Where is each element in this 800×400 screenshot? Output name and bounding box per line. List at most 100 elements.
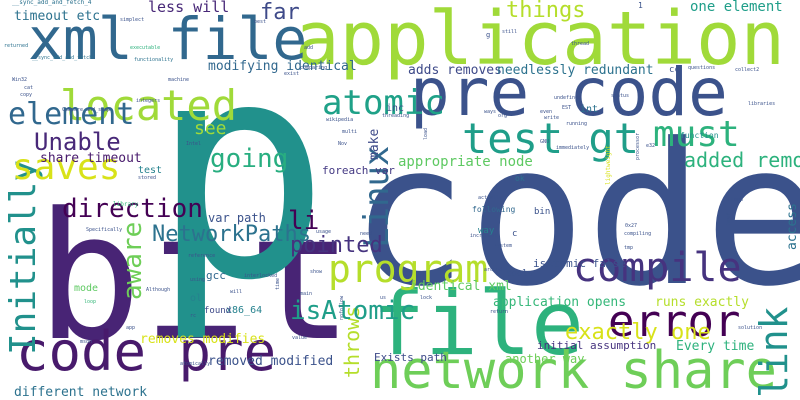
word-int: int: [580, 104, 599, 115]
word-sync-add-and-fetch-4: __sync_add_and_fetch_4: [12, 0, 92, 6]
word-time: time: [275, 277, 281, 290]
word-removes-modifies: removes modifies: [140, 332, 266, 347]
word-undefined: undefined: [554, 95, 582, 101]
word-direction: things: [506, 0, 586, 23]
word-stored: stored: [138, 175, 157, 181]
word-gnu: GNU: [540, 139, 550, 145]
word-simplect: simplect: [120, 17, 145, 23]
word-li: atomic: [322, 83, 445, 123]
word-us: us: [380, 295, 387, 301]
word-compiling: compiling: [624, 231, 652, 237]
word-modifying-identical: needlessly redundant: [497, 63, 654, 78]
word-ok: ok: [515, 174, 525, 183]
word-application: application: [295, 0, 786, 82]
word-pre-code: pre code: [410, 54, 728, 131]
word-load: load: [423, 127, 429, 140]
word-ways: ways: [484, 109, 497, 115]
word-different-network: different network: [14, 385, 148, 400]
word-bin: bin: [534, 207, 551, 217]
word-link: located: [60, 81, 238, 130]
word-loop: loop: [84, 299, 97, 305]
word-going: pointed: [290, 233, 383, 258]
word-saves: NetworkPaths: [152, 222, 311, 247]
word-system: system: [494, 243, 513, 249]
word-running: running: [566, 121, 588, 127]
word-machine: machine: [168, 77, 190, 83]
word-usage: usage: [316, 229, 332, 235]
word-using: using: [190, 277, 206, 283]
word-msdn: msdn: [80, 339, 93, 345]
word-href: href: [726, 212, 732, 225]
word-pointed: see: [194, 118, 227, 139]
word-wikipedia: wikipedia: [326, 117, 354, 123]
word-returned: returned: [4, 43, 29, 49]
word-elomp: ELomp: [728, 197, 744, 203]
word-app: app: [126, 325, 136, 331]
word-program: program: [328, 247, 489, 291]
word-best: best: [254, 19, 267, 25]
word-adds-removes: make: [367, 128, 382, 160]
word-nov: Nov: [338, 141, 348, 147]
word-executable: executable: [130, 45, 161, 51]
word-identical-xml: identical xml: [410, 279, 512, 294]
word-timeout-etc: adds removes: [408, 63, 502, 78]
word-removed-modified: removed modified: [208, 354, 334, 369]
word-libraries: libraries: [748, 101, 776, 107]
word-error: error: [608, 296, 741, 347]
word-var-path: var path: [208, 211, 266, 225]
word-add: add: [304, 45, 314, 51]
word-tools: tools: [506, 269, 534, 279]
word-increment: increment: [470, 233, 498, 239]
word-reference: reference: [188, 253, 216, 259]
word-copy: copy: [20, 92, 33, 98]
word-make: going: [210, 144, 289, 174]
word-located: link: [752, 306, 796, 398]
word-another-way: another way: [505, 352, 585, 366]
word-way: way: [478, 226, 495, 236]
word-must: must: [653, 114, 740, 155]
word-comparing: comparing: [300, 65, 328, 71]
word-foreach-var: foreach var: [322, 164, 395, 177]
word-intel: Intel: [186, 141, 202, 147]
word-far: exactly one: [565, 320, 711, 345]
word-lock: lock: [420, 295, 433, 301]
word-isatomic: added removed: [684, 148, 800, 172]
word-networkpaths: far: [260, 0, 300, 25]
word-org: org: [498, 113, 508, 119]
word-e32: e32: [646, 143, 656, 149]
word-collect2: collect2: [735, 67, 760, 73]
word-gcc: gcc: [206, 269, 226, 282]
word-element: Initially: [3, 159, 44, 355]
word-sync-add-and-fetch: __sync_add_and_fetch: [32, 55, 93, 61]
word-value: value: [292, 335, 308, 341]
word-atomically: atomically: [180, 361, 211, 367]
word-show: show: [310, 269, 323, 275]
word-specifically: Specifically: [86, 227, 123, 233]
word-interlocked: interlocked: [244, 273, 278, 279]
word-actually: actually: [478, 195, 503, 201]
word-linux: saves: [12, 147, 121, 188]
word-function: function: [680, 131, 719, 140]
word-around: around: [484, 267, 503, 273]
word-test-gt: test gt: [462, 114, 640, 163]
word-immediately: immediately: [556, 145, 590, 151]
word-c: c: [512, 229, 518, 239]
word-nofollow: nofollow: [339, 295, 345, 320]
word-code-pre: code pre: [16, 320, 277, 383]
word-network-share: network share: [370, 341, 777, 400]
word-return: return: [490, 309, 509, 315]
word-thread: thread: [571, 41, 590, 47]
word-xml-file: xml file: [28, 5, 308, 73]
word-library: library: [113, 201, 139, 208]
word-see: isAtomic: [290, 296, 416, 326]
word-runs-exactly: runs exactly: [655, 295, 749, 310]
word-application-opens: application opens: [493, 295, 627, 310]
word-bit: bit: [36, 175, 354, 380]
word-exists-path: Exists path: [374, 351, 447, 364]
word-multi: multi: [342, 129, 358, 135]
word-cat: cat: [24, 85, 34, 91]
word-added-removed: less will: [148, 0, 230, 16]
word-processor: processor: [635, 132, 641, 160]
word-every-time: Every time: [676, 339, 755, 354]
